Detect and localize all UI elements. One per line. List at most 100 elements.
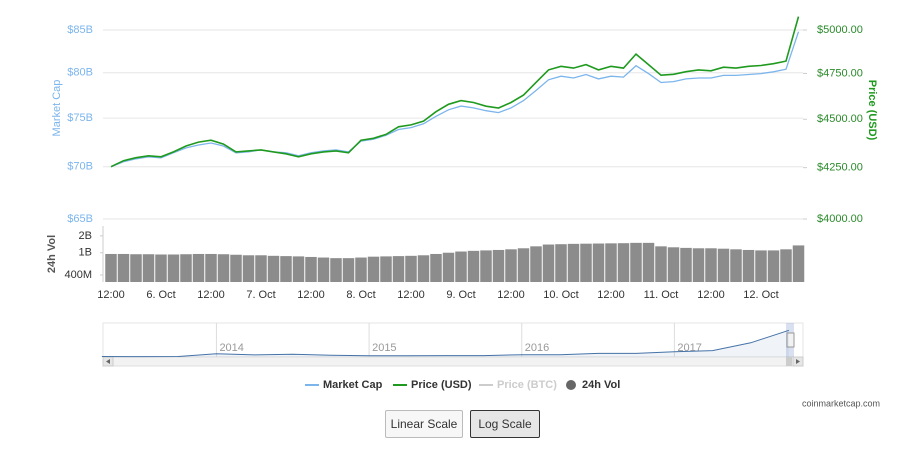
legend-label[interactable]: Price (USD) [411, 379, 472, 391]
volume-bar [342, 258, 355, 282]
scale-button[interactable]: Linear Scale [385, 410, 463, 438]
volume-bar [530, 246, 542, 282]
volume-bar [592, 243, 605, 282]
volume-bar [742, 249, 755, 282]
volume-bar [467, 250, 480, 282]
x-tick-label: 8. Oct [346, 289, 375, 301]
credit: coinmarketcap.com [802, 398, 880, 408]
volume-bar [417, 255, 430, 282]
x-tick-label: 10. Oct [543, 289, 578, 301]
volume-bar [517, 248, 530, 282]
volume-bar [267, 255, 280, 282]
x-tick-label: 11. Oct [644, 289, 679, 301]
series-line [110, 16, 800, 168]
x-tick-label: 12. Oct [743, 289, 778, 301]
legend-symbol [566, 380, 576, 390]
volume-bar [567, 243, 580, 282]
legend-label[interactable]: Price (BTC) [497, 379, 557, 391]
scale-button[interactable]: Log Scale [470, 410, 540, 438]
volume-bar [117, 253, 130, 282]
volume-bar [180, 254, 192, 282]
volume-bar [480, 250, 492, 282]
volume-bar [642, 242, 655, 282]
volume-bar [142, 254, 155, 282]
volume-bar [630, 242, 642, 282]
y-tick-label: 400M [64, 269, 92, 281]
y2-tick-label: $5000.00 [817, 24, 863, 36]
x-tick-label: 9. Oct [446, 289, 475, 301]
volume-bar [392, 256, 405, 282]
volume-axis-title: 24h Vol [46, 235, 58, 273]
scroll-right-arrow [796, 359, 800, 364]
y-tick-label: $65B [67, 213, 93, 225]
navigator-area [101, 330, 789, 357]
legend-label[interactable]: 24h Vol [582, 379, 620, 391]
y-axis-title: Market Cap [51, 80, 63, 137]
volume-bar [505, 249, 517, 282]
volume-bar [192, 253, 205, 282]
y2-tick-label: $4000.00 [817, 213, 863, 225]
x-tick-label: 12:00 [397, 289, 425, 301]
volume-bar [492, 249, 505, 282]
volume-bar [405, 255, 417, 282]
volume-bar [255, 255, 267, 282]
navigator-tick-label: 2016 [525, 342, 549, 354]
navigator-line [101, 329, 790, 358]
scrollbar-thumb[interactable] [786, 357, 792, 366]
navigator-tick-label: 2015 [372, 342, 396, 354]
volume-bar [755, 250, 767, 282]
volume-bar [667, 247, 680, 282]
volume-bar [767, 250, 780, 282]
volume-bar [605, 243, 617, 282]
y-tick-label: $85B [67, 24, 93, 36]
y-tick-label: $80B [67, 67, 93, 79]
y-tick-label: $75B [67, 112, 93, 124]
volume-bar [680, 247, 692, 282]
y-tick-label: 1B [79, 247, 92, 259]
volume-bar [167, 254, 180, 282]
x-tick-label: 12:00 [197, 289, 225, 301]
y2-tick-label: $4250.00 [817, 162, 863, 174]
x-tick-label: 12:00 [697, 289, 725, 301]
volume-bar [555, 244, 567, 282]
series-line [110, 31, 800, 168]
volume-bar [780, 249, 792, 282]
navigator-handle[interactable] [786, 332, 795, 348]
volume-bar [155, 254, 167, 282]
x-tick-label: 12:00 [297, 289, 325, 301]
volume-bar [580, 243, 592, 282]
volume-bar [367, 256, 380, 282]
x-tick-label: 7. Oct [246, 289, 275, 301]
volume-bar [130, 254, 142, 282]
volume-bar [792, 245, 805, 282]
volume-bar [355, 257, 367, 282]
volume-bar [280, 256, 292, 282]
volume-bar [205, 253, 217, 282]
legend-label[interactable]: Market Cap [323, 379, 383, 391]
volume-bar [730, 249, 742, 282]
volume-bar [317, 257, 330, 282]
volume-bar [292, 256, 305, 282]
volume-bar [330, 258, 342, 282]
volume-bar [442, 252, 455, 282]
navigator-tick-label: 2014 [219, 342, 243, 354]
volume-bar [217, 254, 230, 282]
y-tick-label: 2B [79, 230, 92, 242]
volume-bar [230, 254, 242, 282]
volume-bar [717, 248, 730, 282]
volume-bar [692, 248, 705, 282]
volume-bar [242, 255, 255, 282]
scrollbar-track[interactable] [102, 356, 804, 367]
volume-bar [542, 244, 555, 282]
volume-bar [430, 253, 442, 282]
y2-axis-title: Price (USD) [866, 80, 878, 141]
volume-bar [455, 251, 467, 282]
x-tick-label: 6. Oct [146, 289, 175, 301]
volume-bar [105, 253, 117, 282]
volume-bar [617, 243, 630, 282]
y-tick-label: $70B [67, 161, 93, 173]
volume-bar [305, 256, 317, 282]
volume-bar [705, 248, 717, 282]
